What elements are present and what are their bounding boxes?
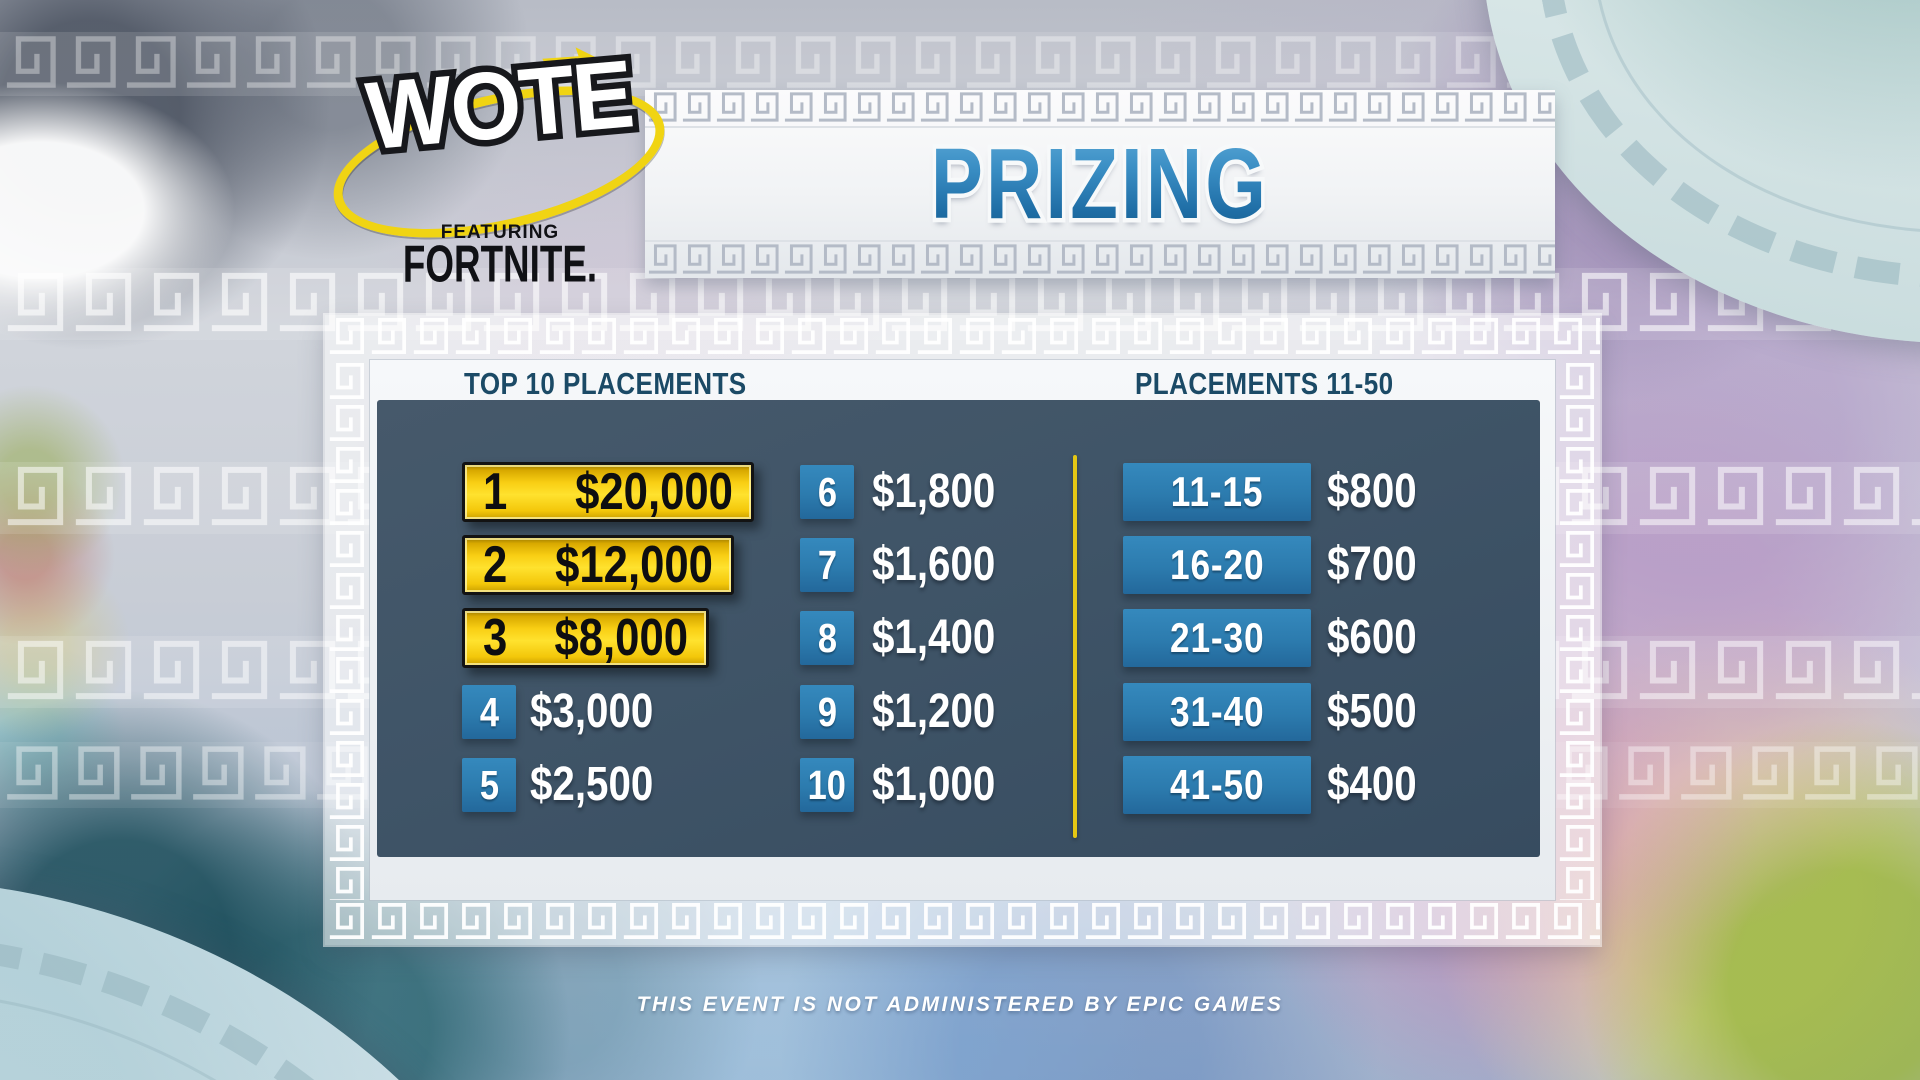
prize-amount: $12,000	[555, 536, 713, 594]
prize-table-inner: TOP 10 PLACEMENTS PLACEMENTS 11-50 1 $20…	[370, 360, 1555, 900]
epic-games-disclaimer: THIS EVENT IS NOT ADMINISTERED BY EPIC G…	[636, 993, 1284, 1016]
range-label: 31-40	[1169, 688, 1265, 735]
prizing-banner: PRIZING PRIZING	[645, 90, 1555, 278]
range-badge-31-40: 31-40	[1123, 683, 1311, 741]
column-divider	[1073, 455, 1077, 838]
prize-amount: $8,000	[554, 609, 688, 667]
prize-amount: $20,000	[575, 463, 733, 521]
greek-key-strip-bottom	[645, 240, 1555, 278]
place-label: 9	[817, 688, 837, 735]
place-badge-7: 7	[800, 538, 854, 592]
place-label: 2	[483, 536, 508, 594]
prize-amount: $2,500	[530, 758, 654, 811]
frame-border-top	[325, 315, 1600, 360]
place-badge-4: 4	[462, 685, 516, 739]
wote-logo: WOTE WOTE	[319, 34, 679, 266]
place-badge-6: 6	[800, 465, 854, 519]
wote-wordmark-fill: WOTE	[361, 40, 637, 171]
prize-amount: $600	[1327, 611, 1417, 664]
column-header-top10: TOP 10 PLACEMENTS	[464, 366, 747, 401]
featuring-label: FEATURING	[440, 222, 560, 243]
fortnite-wordmark: FORTNITE.	[402, 234, 598, 293]
place-badge-9: 9	[800, 685, 854, 739]
prize-table-frame: TOP 10 PLACEMENTS PLACEMENTS 11-50 1 $20…	[325, 315, 1600, 945]
range-badge-21-30: 21-30	[1123, 609, 1311, 667]
wote-wordmark: WOTE WOTE	[356, 34, 643, 176]
place-label: 10	[807, 761, 847, 808]
prize-amount: $1,400	[872, 611, 996, 664]
place-label: 5	[479, 761, 499, 808]
place-label: 4	[479, 688, 499, 735]
range-label: 21-30	[1169, 614, 1265, 661]
prize-amount: $700	[1327, 538, 1417, 591]
prize-panel: 1 $20,000 2 $12,000 3 $8,000 4 $3,000 5	[377, 400, 1540, 857]
greek-key-strip-top	[645, 90, 1555, 128]
range-label: 11-15	[1170, 468, 1264, 515]
prize-amount: $1,600	[872, 538, 996, 591]
prize-row-gold-3: 3 $8,000	[462, 608, 709, 668]
place-label: 8	[817, 614, 837, 661]
frame-border-left	[325, 360, 370, 900]
frame-border-bottom	[325, 900, 1600, 945]
prize-row-gold-1: 1 $20,000	[462, 462, 754, 522]
place-label: 1	[483, 463, 508, 521]
range-badge-16-20: 16-20	[1123, 536, 1311, 594]
place-badge-5: 5	[462, 758, 516, 812]
column-header-11-50: PLACEMENTS 11-50	[1135, 366, 1394, 401]
range-badge-41-50: 41-50	[1123, 756, 1311, 814]
prize-amount: $1,800	[872, 465, 996, 518]
range-badge-11-15: 11-15	[1123, 463, 1311, 521]
prize-amount: $3,000	[530, 685, 654, 738]
range-label: 41-50	[1169, 761, 1265, 808]
page-title: PRIZING PRIZING	[645, 128, 1555, 241]
prize-amount: $1,000	[872, 758, 996, 811]
prize-amount: $400	[1327, 758, 1417, 811]
prize-amount: $500	[1327, 685, 1417, 738]
frame-border-right	[1555, 360, 1600, 900]
place-badge-10: 10	[800, 758, 854, 812]
place-label: 6	[817, 468, 837, 515]
range-label: 16-20	[1169, 541, 1265, 588]
page-title-fill: PRIZING	[745, 132, 1455, 236]
place-badge-8: 8	[800, 611, 854, 665]
prize-row-gold-2: 2 $12,000	[462, 535, 734, 595]
prize-amount: $1,200	[872, 685, 996, 738]
prize-amount: $800	[1327, 465, 1417, 518]
place-label: 7	[817, 541, 837, 588]
place-label: 3	[483, 609, 508, 667]
page-title-outline: PRIZING	[745, 128, 1455, 241]
